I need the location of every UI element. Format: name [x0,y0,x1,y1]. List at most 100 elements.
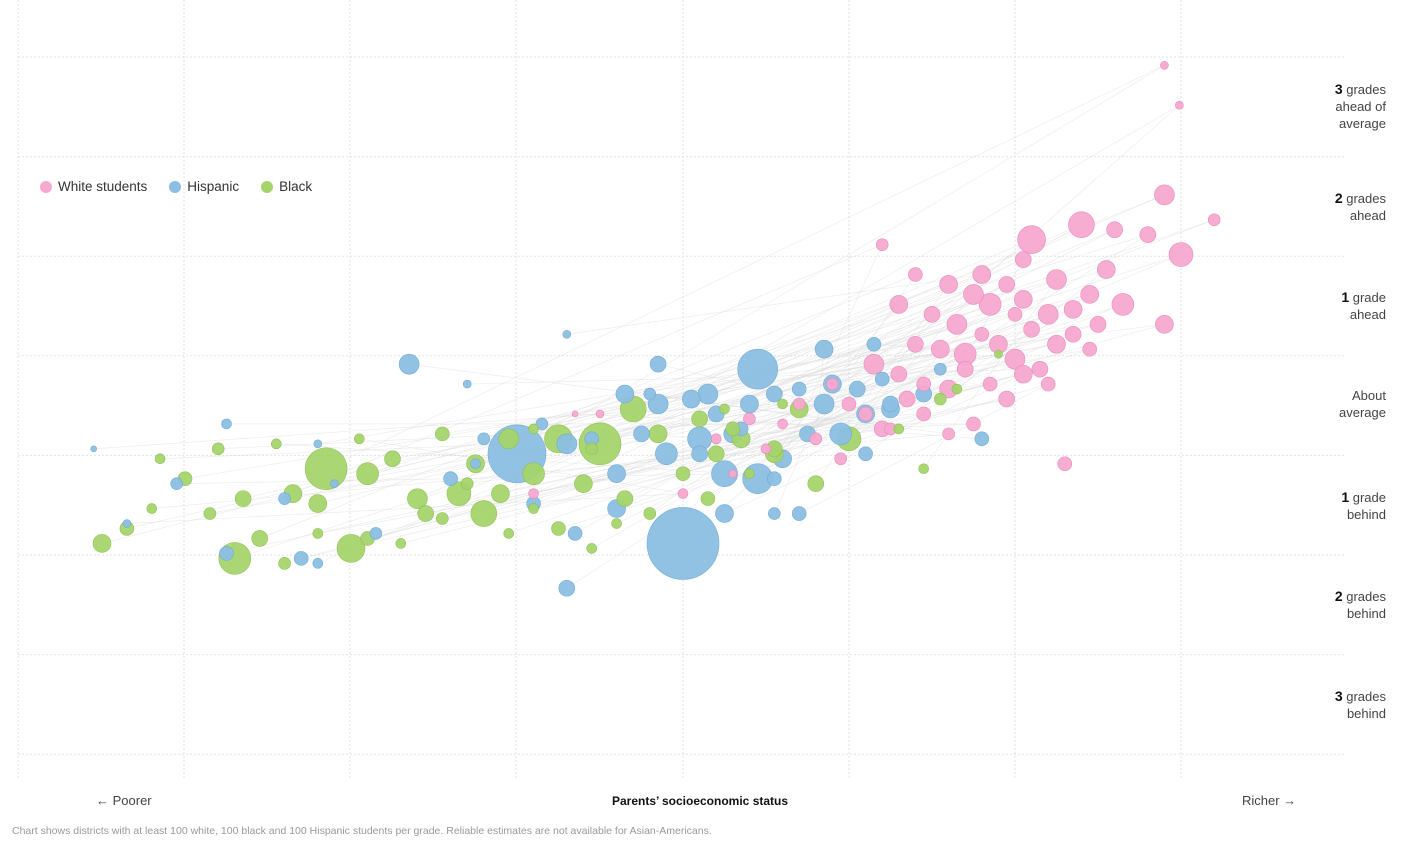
district-bubble-white[interactable] [1037,304,1059,325]
district-bubble-white[interactable] [1046,269,1067,290]
district-bubble-hispanic[interactable] [398,353,420,375]
district-bubble-hispanic[interactable] [697,383,719,405]
district-bubble-black[interactable] [435,512,449,525]
district-bubble-black[interactable] [498,428,520,450]
district-bubble-white[interactable] [1068,211,1095,239]
district-bubble-black[interactable] [304,447,348,491]
district-bubble-white[interactable] [1175,100,1184,110]
district-bubble-black[interactable] [616,490,634,507]
district-bubble-white[interactable] [963,284,984,305]
district-bubble-white[interactable] [907,335,924,353]
district-bubble-white[interactable] [1111,293,1135,316]
district-bubble-white[interactable] [998,276,1016,293]
district-bubble-hispanic[interactable] [567,526,583,541]
district-bubble-black[interactable] [417,505,435,522]
district-bubble-hispanic[interactable] [858,446,873,462]
district-bubble-hispanic[interactable] [765,385,783,403]
district-bubble-white[interactable] [792,397,806,411]
district-bubble-hispanic[interactable] [477,432,491,446]
district-bubble-white[interactable] [1007,307,1023,322]
district-bubble-hispanic[interactable] [646,507,720,580]
district-bubble-white[interactable] [809,432,823,446]
district-bubble-hispanic[interactable] [974,431,990,447]
district-bubble-black[interactable] [585,442,599,456]
district-bubble-white[interactable] [1154,184,1175,206]
district-bubble-black[interactable] [700,491,716,506]
district-bubble-hispanic[interactable] [369,527,383,540]
district-bubble-white[interactable] [1207,213,1221,227]
district-bubble-hispanic[interactable] [633,425,650,443]
district-bubble-white[interactable] [875,238,889,251]
district-bubble-hispanic[interactable] [556,433,578,455]
district-bubble-black[interactable] [648,424,668,444]
district-bubble-black[interactable] [251,530,269,547]
district-bubble-hispanic[interactable] [462,379,472,389]
district-bubble-hispanic[interactable] [615,384,635,404]
district-bubble-hispanic[interactable] [443,471,458,487]
district-bubble-white[interactable] [1013,290,1033,309]
district-bubble-white[interactable] [978,293,1002,316]
district-bubble-hispanic[interactable] [470,458,481,470]
district-bubble-black[interactable] [893,423,905,435]
district-bubble-white[interactable] [841,396,857,412]
district-bubble-white[interactable] [998,390,1016,408]
district-bubble-hispanic[interactable] [312,558,324,569]
district-bubble-hispanic[interactable] [219,546,234,561]
district-bubble-black[interactable] [491,484,510,503]
district-bubble-hispanic[interactable] [882,395,899,413]
district-bubble-black[interactable] [951,383,963,395]
district-bubble-black[interactable] [154,453,166,465]
district-bubble-hispanic[interactable] [691,445,708,463]
district-bubble-hispanic[interactable] [122,519,132,528]
district-bubble-white[interactable] [677,488,689,499]
district-bubble-hispanic[interactable] [933,362,947,376]
district-bubble-white[interactable] [974,326,990,342]
district-bubble-white[interactable] [826,377,839,391]
district-bubble-black[interactable] [586,543,598,554]
district-bubble-black[interactable] [725,421,741,437]
district-bubble-hispanic[interactable] [562,329,572,339]
district-bubble-white[interactable] [728,469,738,479]
district-bubble-black[interactable] [643,507,657,520]
district-bubble-white[interactable] [1004,348,1026,370]
district-bubble-white[interactable] [1168,242,1194,267]
district-bubble-hispanic[interactable] [655,442,678,466]
district-bubble-black[interactable] [278,557,291,570]
district-bubble-black[interactable] [611,518,622,529]
district-bubble-white[interactable] [777,418,788,430]
district-bubble-white[interactable] [1080,285,1099,304]
district-bubble-white[interactable] [942,427,955,441]
district-bubble-black[interactable] [933,392,947,406]
district-bubble-black[interactable] [211,442,225,456]
district-bubble-black[interactable] [270,438,282,450]
district-bubble-white[interactable] [595,409,605,419]
district-bubble-white[interactable] [916,376,932,392]
district-bubble-hispanic[interactable] [330,479,339,488]
district-bubble-white[interactable] [1013,364,1033,384]
district-bubble-hispanic[interactable] [737,348,779,390]
district-bubble-hispanic[interactable] [814,339,834,359]
district-bubble-white[interactable] [1023,320,1040,338]
district-bubble-black[interactable] [395,538,407,549]
district-bubble-black[interactable] [356,462,379,486]
district-bubble-white[interactable] [908,267,923,282]
district-bubble-black[interactable] [994,349,1003,359]
district-bubble-white[interactable] [710,433,722,445]
district-bubble-white[interactable] [1014,251,1032,268]
district-bubble-white[interactable] [889,295,909,314]
district-bubble-black[interactable] [503,528,515,539]
district-bubble-black[interactable] [707,445,725,463]
district-bubble-white[interactable] [1082,341,1097,357]
district-bubble-black[interactable] [336,534,366,563]
district-bubble-white[interactable] [743,412,756,426]
district-bubble-white[interactable] [1106,221,1123,238]
district-bubble-white[interactable] [1057,456,1073,472]
district-bubble-black[interactable] [691,410,708,428]
district-bubble-black[interactable] [434,426,450,442]
district-bubble-white[interactable] [898,390,916,408]
district-bubble-white[interactable] [1040,376,1056,392]
district-bubble-black[interactable] [918,463,930,475]
district-bubble-hispanic[interactable] [221,418,232,430]
district-bubble-white[interactable] [1047,334,1066,354]
district-bubble-black[interactable] [675,466,691,482]
